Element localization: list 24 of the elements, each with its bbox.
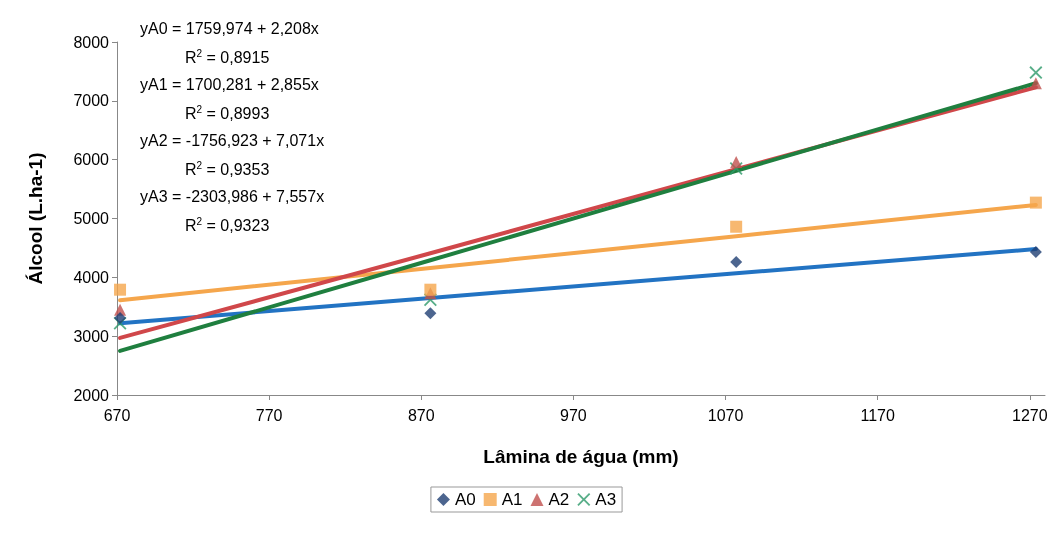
legend-label: A0 <box>454 490 476 509</box>
x-tick-label: 870 <box>407 406 435 424</box>
x-tick-label: 970 <box>560 406 587 424</box>
x-axis-title: Lâmina de água (mm) <box>483 446 679 467</box>
legend-label: A1 <box>501 490 523 509</box>
y-tick-label: 6000 <box>73 151 110 169</box>
x-tick-label: 670 <box>103 406 131 424</box>
y-tick-label: 8000 <box>73 33 110 51</box>
y-axis-title: Álcool (L.ha-1) <box>25 152 46 285</box>
x-tick-label: 1070 <box>707 406 744 424</box>
text: yA0 = 1759,974 + 2,208x <box>140 19 319 37</box>
legend-label: A3 <box>595 490 617 509</box>
legend-label: A2 <box>548 490 570 509</box>
annotation: yA2 = -1756,923 + 7,071x <box>140 131 325 149</box>
y-tick-label: 5000 <box>73 210 110 227</box>
y-tick-label: 3000 <box>73 327 110 345</box>
x-tick-label: 1270 <box>1011 406 1048 424</box>
y-tick-label: 2000 <box>73 386 110 404</box>
x-tick-label: 770 <box>255 406 283 424</box>
y-tick-label: 7000 <box>73 92 110 110</box>
y-tick-label: 4000 <box>73 268 110 286</box>
x-tick-label: 1170 <box>860 406 895 424</box>
annotation: yA1 = 1700,281 + 2,855x <box>140 75 319 93</box>
annotation: yA3 = -2303,986 + 7,557x <box>140 187 325 205</box>
